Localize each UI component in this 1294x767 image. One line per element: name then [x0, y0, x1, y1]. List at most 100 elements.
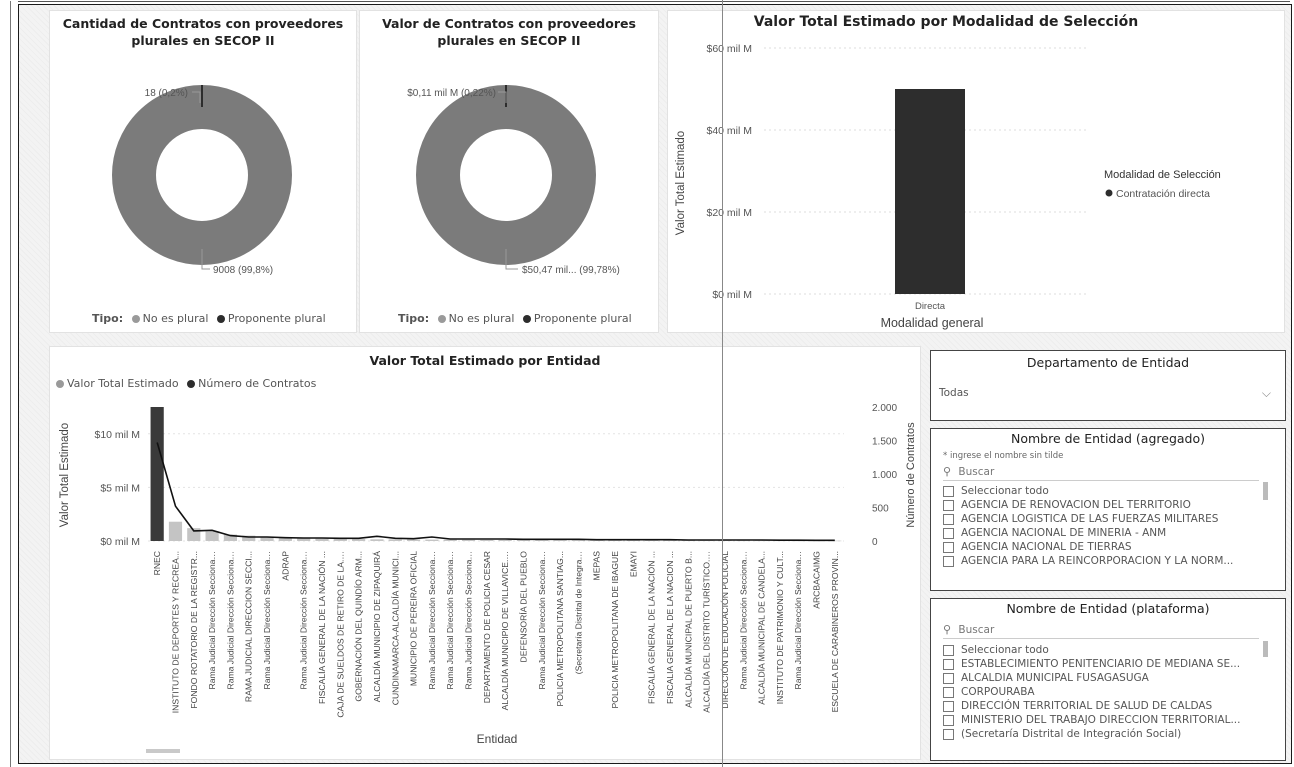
- entidad-bar[interactable]: [535, 540, 549, 541]
- entidad-bar[interactable]: [828, 540, 842, 542]
- nombre-entidad-slicer[interactable]: Nombre de Entidad (agregado) * ingrese e…: [930, 428, 1286, 591]
- checkbox[interactable]: [943, 499, 954, 511]
- entidad-x-tick-label: Rama Judicial Dirección Secciona…: [738, 551, 748, 690]
- plataforma-slicer[interactable]: Nombre de Entidad (plataforma) ⚲ Buscar …: [930, 598, 1286, 761]
- modalidad-legend-item[interactable]: Contratación directa: [1116, 188, 1210, 200]
- checkbox[interactable]: [943, 686, 954, 698]
- nombre-entidad-item[interactable]: AGENCIA DE RENOVACION DEL TERRITORIO: [943, 498, 1261, 512]
- donut-valor-chart[interactable]: $0,11 mil M (0,22%) $50,47 mil... (99,78…: [360, 59, 658, 319]
- legend-dot-directa: [1105, 189, 1113, 197]
- checkbox[interactable]: [943, 658, 954, 670]
- nombre-entidad-item[interactable]: AGENCIA NACIONAL DE TIERRAS: [943, 540, 1261, 554]
- plataforma-search[interactable]: ⚲ Buscar: [943, 623, 1259, 639]
- entidad-y2-tick-label: 2.000: [872, 403, 897, 414]
- checkbox[interactable]: [943, 485, 954, 497]
- nombre-entidad-scrollbar[interactable]: [1263, 482, 1268, 500]
- donut-cantidad-leader-small: [192, 91, 201, 103]
- checkbox[interactable]: [943, 555, 954, 567]
- plataforma-item[interactable]: Seleccionar todo: [943, 643, 1261, 657]
- entidad-bar[interactable]: [205, 531, 219, 541]
- donut-valor-panel[interactable]: Valor de Contratos con proveedores plural…: [360, 11, 658, 332]
- entidad-x-tick-label: DEFENSORÍA DEL PUEBLO: [518, 551, 528, 663]
- nombre-entidad-search[interactable]: ⚲ Buscar: [943, 465, 1259, 481]
- entidad-bar[interactable]: [571, 540, 586, 541]
- entidad-bar[interactable]: [150, 407, 164, 541]
- checkbox[interactable]: [943, 541, 954, 553]
- entidad-chart[interactable]: Valor Total Estimado Número de Contratos…: [50, 347, 920, 759]
- nombre-entidad-item[interactable]: AGENCIA NACIONAL DE MINERIA - ANM: [943, 526, 1261, 540]
- donut-cantidad-chart[interactable]: 18 (0,2%) 9008 (99,8%): [50, 59, 356, 319]
- plataforma-item[interactable]: CORPOURABA: [943, 685, 1261, 699]
- entidad-bar[interactable]: [297, 538, 311, 541]
- entidad-bar[interactable]: [516, 540, 531, 541]
- entidad-bar[interactable]: [553, 540, 567, 541]
- legend-no-plural[interactable]: No es plural: [448, 312, 515, 325]
- donut-valor-legend: Tipo: No es plural Proponente plural: [398, 312, 632, 325]
- plataforma-scrollbar[interactable]: [1263, 641, 1268, 657]
- entidad-bar[interactable]: [425, 539, 439, 541]
- checkbox[interactable]: [943, 714, 954, 726]
- entidad-bar[interactable]: [590, 540, 604, 541]
- entidad-bar[interactable]: [663, 540, 677, 541]
- entidad-bar[interactable]: [461, 539, 476, 541]
- entidad-bar[interactable]: [242, 535, 256, 541]
- entidad-x-tick-label: EMAYI: [628, 551, 638, 577]
- donut-cantidad-leader-big: [201, 249, 210, 270]
- entidad-bar[interactable]: [736, 540, 750, 542]
- checkbox[interactable]: [943, 644, 954, 656]
- entidad-bar[interactable]: [168, 521, 183, 541]
- plataforma-item[interactable]: (Secretaría Distrital de Integración Soc…: [943, 727, 1261, 741]
- legend-title: Tipo:: [398, 312, 430, 325]
- plataforma-item[interactable]: ALCALDIA MUNICIPAL FUSAGASUGA: [943, 671, 1261, 685]
- entidad-x-tick-label: ARCBACAIMG: [812, 551, 822, 609]
- checkbox[interactable]: [943, 728, 954, 740]
- entidad-bar[interactable]: [333, 538, 347, 541]
- checkbox[interactable]: [943, 513, 954, 525]
- modalidad-chart-panel[interactable]: Valor Total Estimado por Modalidad de Se…: [668, 11, 1284, 332]
- entidad-bar[interactable]: [406, 539, 421, 541]
- entidad-x-tick-label: ALCALDÍA MUNICIPAL DE CANDELA...: [757, 551, 767, 705]
- donut-cantidad-ring: [112, 85, 292, 265]
- modalidad-chart[interactable]: Valor Total Estimado Modalidad general M…: [668, 11, 1284, 332]
- plataforma-item[interactable]: DIRECCIÓN TERRITORIAL DE SALUD DE CALDAS: [943, 699, 1261, 713]
- entidad-bar[interactable]: [443, 539, 457, 541]
- entidad-x-tick-label: INSTITUTO DE DEPORTES Y RECREA...: [170, 551, 180, 713]
- entidad-bar[interactable]: [608, 540, 622, 541]
- departamento-dropdown[interactable]: Todas ⌵: [939, 383, 1271, 403]
- entidad-bar[interactable]: [388, 539, 402, 541]
- entidad-bar[interactable]: [498, 539, 512, 541]
- entidad-bar[interactable]: [754, 540, 769, 542]
- entidad-bar[interactable]: [370, 539, 384, 541]
- legend-no-plural[interactable]: No es plural: [142, 312, 209, 325]
- checkbox[interactable]: [943, 700, 954, 712]
- donut-valor-title: Valor de Contratos con proveedores plural…: [382, 16, 636, 48]
- chevron-down-icon[interactable]: ⌵: [1261, 386, 1271, 400]
- nombre-entidad-item[interactable]: Seleccionar todo: [943, 484, 1261, 498]
- donut-cantidad-panel[interactable]: Cantidad de Contratos con proveedores plu…: [50, 11, 356, 332]
- legend-numero[interactable]: Número de Contratos: [198, 377, 317, 390]
- plataforma-item[interactable]: MINISTERIO DEL TRABAJO DIRECCION TERRITO…: [943, 713, 1261, 727]
- entidad-x-tick-label: DEPARTAMENTO DE POLICIA CESAR: [482, 551, 492, 703]
- nombre-entidad-item[interactable]: AGENCIA LOGISTICA DE LAS FUERZAS MILITAR…: [943, 512, 1261, 526]
- entidad-bar[interactable]: [480, 539, 494, 541]
- nombre-entidad-item[interactable]: AGENCIA PARA LA REINCORPORACION Y LA NOR…: [943, 554, 1261, 568]
- checkbox[interactable]: [943, 672, 954, 684]
- entidad-bar[interactable]: [626, 540, 640, 541]
- entidad-bar[interactable]: [278, 537, 292, 541]
- plataforma-item[interactable]: ESTABLECIMIENTO PENITENCIARIO DE MEDIANA…: [943, 657, 1261, 671]
- modalidad-y-axis-title: Valor Total Estimado: [675, 131, 687, 235]
- entidad-bar[interactable]: [260, 536, 274, 541]
- entidad-bar[interactable]: [315, 538, 329, 541]
- legend-plural[interactable]: Proponente plural: [533, 312, 632, 325]
- entidad-hscrollbar[interactable]: [146, 749, 180, 753]
- departamento-slicer[interactable]: Departamento de Entidad Todas ⌵: [930, 350, 1286, 421]
- entidad-contracts-line[interactable]: [156, 442, 835, 542]
- entidad-bar[interactable]: [223, 534, 238, 541]
- modalidad-bar-directa[interactable]: [895, 89, 965, 294]
- legend-plural[interactable]: Proponente plural: [227, 312, 326, 325]
- legend-valor[interactable]: Valor Total Estimado: [67, 377, 179, 390]
- entidad-bar[interactable]: [352, 539, 366, 541]
- checkbox[interactable]: [943, 527, 954, 539]
- entidad-bar[interactable]: [645, 540, 659, 541]
- entidad-chart-panel[interactable]: Valor Total Estimado por Entidad Valor T…: [50, 347, 920, 759]
